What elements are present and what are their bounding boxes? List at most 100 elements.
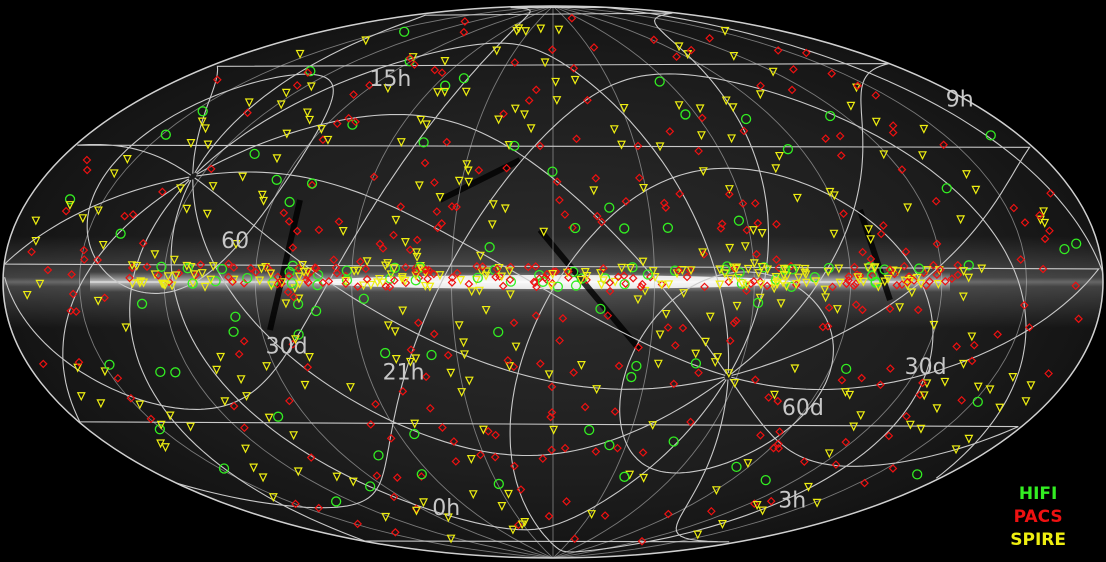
pacs-marker — [224, 259, 233, 269]
pacs-marker — [839, 209, 848, 218]
spire-marker — [740, 242, 750, 252]
pacs-marker — [128, 210, 138, 219]
spire-marker — [171, 271, 181, 281]
spire-marker — [880, 277, 890, 287]
pacs-marker — [366, 420, 376, 429]
spire-marker — [724, 185, 734, 195]
hifi-marker — [242, 272, 253, 284]
pacs-marker — [372, 471, 382, 481]
spire-marker — [216, 352, 226, 362]
spire-marker — [366, 280, 376, 290]
spire-marker — [802, 278, 811, 288]
pacs-marker — [61, 206, 71, 216]
pacs-marker — [580, 402, 590, 412]
spire-marker — [695, 104, 705, 114]
pacs-marker — [442, 137, 452, 147]
pacs-marker — [1038, 264, 1048, 274]
spire-marker — [840, 388, 850, 398]
spire-marker — [435, 193, 445, 202]
spire-marker — [691, 349, 701, 359]
pacs-marker — [1016, 255, 1026, 264]
spire-marker — [732, 301, 742, 311]
spire-marker — [985, 385, 995, 395]
spire-marker — [888, 266, 898, 276]
pacs-marker — [823, 321, 833, 331]
pacs-marker — [674, 266, 684, 275]
pacs-marker — [558, 314, 568, 323]
pacs-marker — [365, 80, 374, 90]
spire-marker — [856, 411, 866, 421]
pacs-marker — [827, 69, 837, 78]
spire-marker — [973, 382, 983, 392]
spire-marker — [416, 264, 426, 274]
spire-marker — [905, 420, 915, 430]
spire-marker — [446, 534, 456, 544]
spire-marker — [93, 296, 103, 306]
spire-marker — [208, 262, 218, 272]
spire-marker — [597, 280, 606, 290]
spire-marker — [411, 506, 421, 516]
spire-marker — [758, 506, 768, 516]
pacs-marker — [120, 211, 129, 221]
galactic-longitude-line — [451, 6, 554, 558]
hifi-marker — [668, 436, 679, 447]
pacs-marker — [555, 195, 564, 205]
pacs-marker — [547, 45, 557, 55]
pacs-marker — [775, 427, 784, 437]
pacs-marker — [306, 453, 316, 462]
pacs-marker — [82, 165, 92, 175]
pacs-marker — [764, 393, 773, 402]
pacs-marker — [283, 287, 293, 297]
hifi-marker — [584, 424, 595, 436]
spire-marker — [733, 273, 743, 283]
spire-marker — [505, 267, 514, 277]
spire-marker — [539, 227, 549, 237]
pacs-marker — [555, 336, 564, 345]
hifi-marker — [985, 130, 996, 141]
pacs-marker — [385, 282, 395, 292]
spire-marker — [494, 264, 504, 273]
spire-marker — [705, 312, 715, 322]
spire-marker — [22, 290, 32, 300]
spire-marker — [610, 277, 620, 287]
spire-marker — [801, 270, 811, 280]
pacs-marker — [672, 52, 681, 62]
hifi-marker — [731, 461, 742, 473]
spire-marker — [729, 51, 739, 61]
pacs-marker — [591, 173, 601, 183]
spire-marker — [725, 243, 735, 253]
spire-marker — [383, 321, 393, 331]
pacs-marker — [953, 260, 963, 270]
spire-marker — [977, 264, 987, 274]
spire-marker — [718, 520, 727, 529]
spire-marker — [544, 370, 554, 380]
spire-marker — [289, 431, 299, 441]
pacs-marker — [443, 350, 453, 360]
pacs-marker — [460, 17, 470, 26]
spire-marker — [514, 24, 524, 34]
pacs-marker — [67, 270, 76, 279]
pacs-marker — [851, 300, 861, 310]
spire-marker — [820, 285, 830, 295]
pacs-marker — [251, 267, 261, 277]
pacs-marker — [531, 311, 541, 320]
hifi-marker — [358, 293, 369, 304]
pacs-marker — [503, 356, 513, 365]
pacs-marker — [841, 437, 851, 447]
pacs-marker — [1040, 234, 1050, 244]
pacs-marker — [100, 293, 109, 303]
pacs-marker — [492, 264, 502, 274]
pacs-marker — [38, 359, 48, 369]
pacs-marker — [858, 305, 867, 315]
spire-marker — [212, 365, 222, 375]
hifi-marker — [619, 278, 630, 290]
pacs-marker — [878, 221, 888, 230]
hifi-marker — [841, 363, 852, 375]
pacs-marker — [591, 447, 601, 456]
pacs-marker — [913, 305, 923, 315]
spire-marker — [361, 36, 371, 46]
spire-marker — [259, 196, 269, 206]
spire-marker — [599, 276, 609, 286]
spire-marker — [510, 104, 520, 114]
